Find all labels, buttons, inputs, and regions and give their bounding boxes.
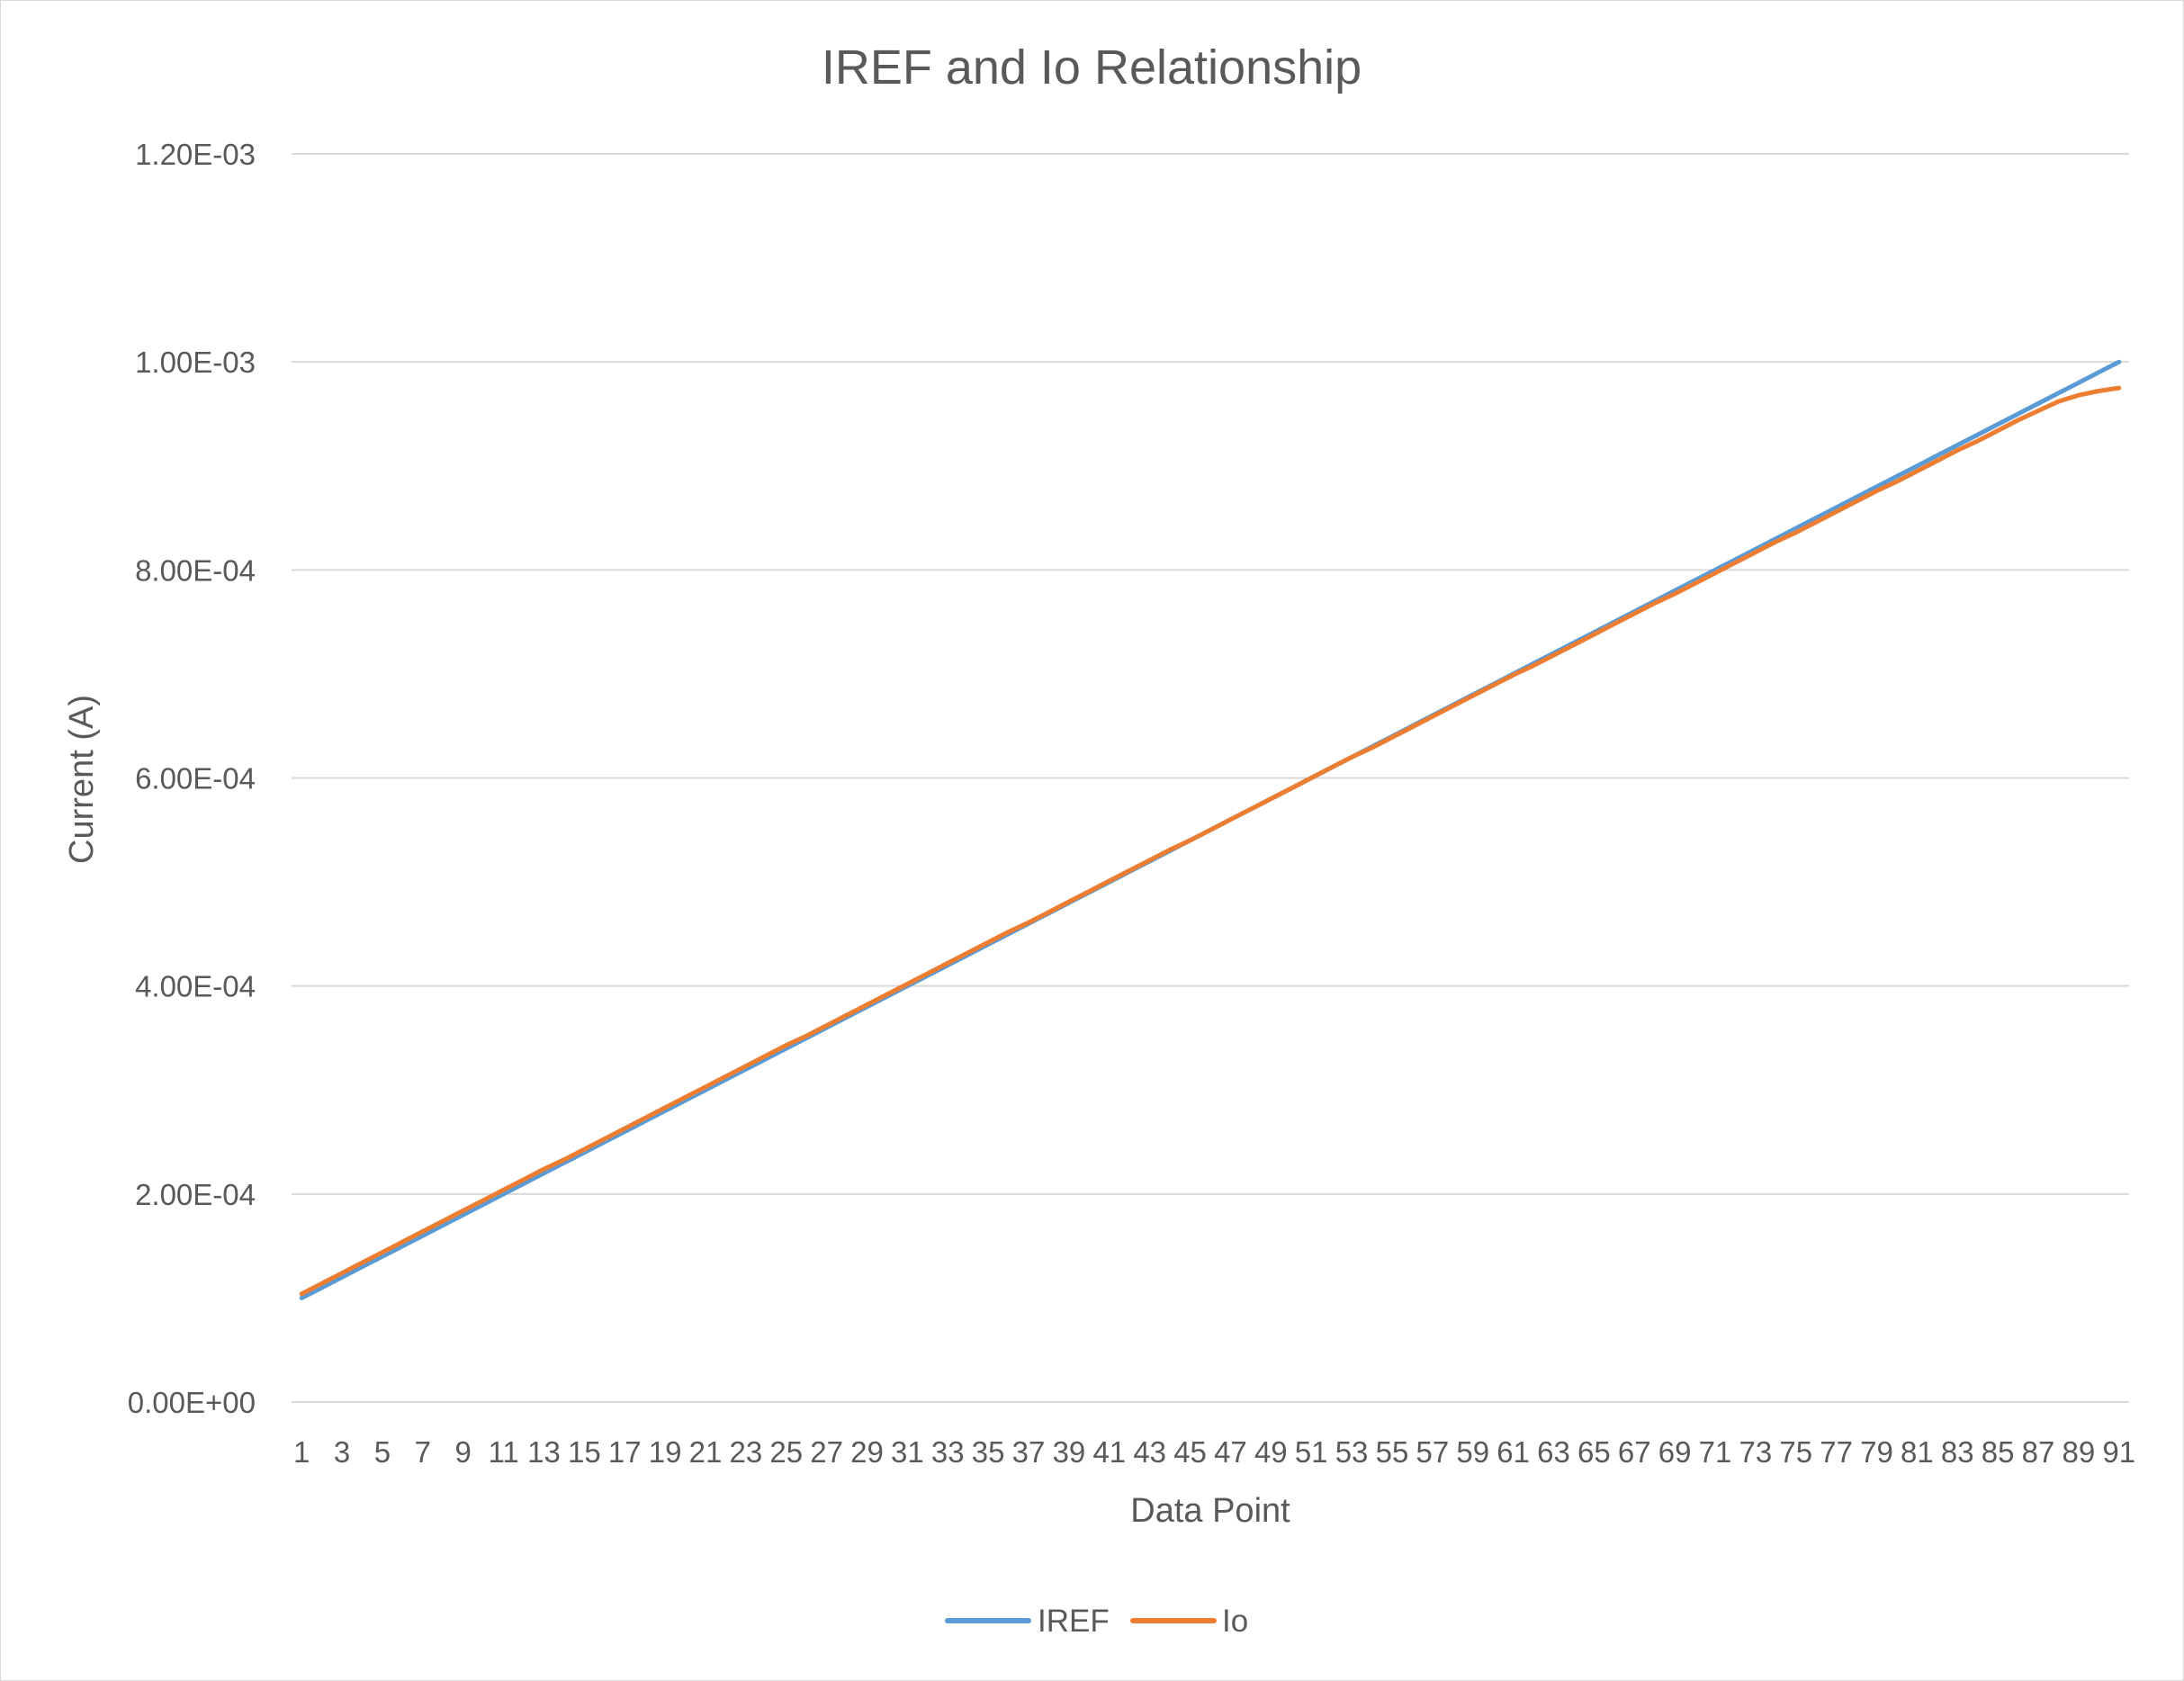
series-line-io — [299, 385, 2122, 1297]
y-axis-title: Current (A) — [63, 695, 101, 864]
x-tick-label: 29 — [850, 1435, 884, 1469]
x-axis-title: Data Point — [1130, 1492, 1290, 1530]
x-tick-label: 23 — [730, 1435, 763, 1469]
x-tick-label: 13 — [527, 1435, 561, 1469]
legend-label-io: Io — [1222, 1604, 1248, 1639]
x-tick-label: 39 — [1053, 1435, 1086, 1469]
x-tick-label: 1 — [293, 1435, 310, 1469]
x-tick-label: 53 — [1335, 1435, 1369, 1469]
x-tick-label: 17 — [608, 1435, 642, 1469]
x-tick-label: 47 — [1214, 1435, 1247, 1469]
x-tick-label: 73 — [1739, 1435, 1773, 1469]
x-tick-label: 57 — [1416, 1435, 1449, 1469]
x-tick-label: 33 — [931, 1435, 965, 1469]
x-tick-label: 61 — [1496, 1435, 1530, 1469]
x-tick-label: 83 — [1941, 1435, 1974, 1469]
x-tick-label: 31 — [891, 1435, 924, 1469]
x-tick-label: 63 — [1537, 1435, 1570, 1469]
x-tick-label: 71 — [1699, 1435, 1732, 1469]
gridlines — [292, 153, 2129, 1403]
chart-title: IREF and Io Relationship — [822, 40, 1362, 94]
x-tick-label: 81 — [1901, 1435, 1934, 1469]
x-tick-label: 65 — [1577, 1435, 1611, 1469]
legend: IREF Io — [945, 1604, 1248, 1639]
x-tick-label: 45 — [1173, 1435, 1207, 1469]
x-tick-label: 59 — [1456, 1435, 1489, 1469]
y-tick-label: 4.00E-04 — [135, 970, 256, 1003]
y-tick-label: 1.00E-03 — [135, 346, 256, 379]
x-tick-label: 43 — [1133, 1435, 1166, 1469]
x-tick-label: 89 — [2063, 1435, 2096, 1469]
x-tick-label: 49 — [1254, 1435, 1288, 1469]
x-tick-label: 35 — [972, 1435, 1005, 1469]
x-tick-label: 11 — [488, 1435, 518, 1469]
x-tick-label: 25 — [769, 1435, 803, 1469]
x-tick-label: 19 — [649, 1435, 682, 1469]
x-tick-label: 77 — [1820, 1435, 1853, 1469]
x-tick-label: 41 — [1092, 1435, 1126, 1469]
x-tick-label: 15 — [568, 1435, 601, 1469]
x-tick-label: 87 — [2022, 1435, 2055, 1469]
x-tick-label: 85 — [1982, 1435, 2015, 1469]
x-axis-tick-labels: 1 3 5 7 9 11 13 15 17 19 21 23 25 27 29 31 33 35 37 39 41 43 4… — [293, 1435, 2135, 1469]
x-tick-label: 55 — [1376, 1435, 1409, 1469]
legend-label-iref: IREF — [1038, 1604, 1110, 1639]
x-tick-label: 7 — [415, 1435, 431, 1469]
y-tick-label: 8.00E-04 — [135, 553, 256, 587]
x-tick-label: 91 — [2102, 1435, 2135, 1469]
x-tick-label: 21 — [689, 1435, 723, 1469]
x-tick-label: 3 — [334, 1435, 350, 1469]
x-tick-label: 79 — [1860, 1435, 1893, 1469]
x-tick-label: 9 — [455, 1435, 472, 1469]
x-tick-label: 5 — [374, 1435, 391, 1469]
series-lines — [299, 359, 2122, 1300]
x-tick-label: 75 — [1779, 1435, 1812, 1469]
y-tick-label: 1.20E-03 — [135, 138, 256, 171]
x-tick-label: 69 — [1658, 1435, 1692, 1469]
y-axis-tick-labels: 0.00E+00 2.00E-04 4.00E-04 6.00E-04 8.00E-04… — [128, 138, 256, 1419]
x-tick-label: 51 — [1295, 1435, 1328, 1469]
y-tick-label: 2.00E-04 — [135, 1178, 256, 1211]
y-tick-label: 0.00E+00 — [128, 1386, 256, 1419]
x-tick-label: 27 — [810, 1435, 843, 1469]
y-tick-label: 6.00E-04 — [135, 762, 256, 796]
x-tick-label: 37 — [1012, 1435, 1046, 1469]
x-tick-label: 67 — [1618, 1435, 1651, 1469]
